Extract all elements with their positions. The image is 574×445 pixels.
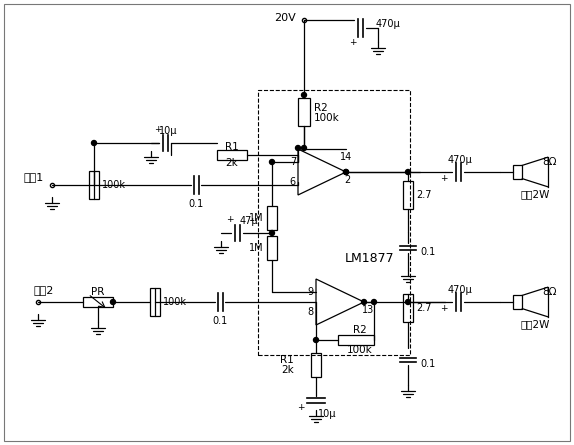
Circle shape [301,146,307,150]
Bar [258,90,410,355]
Circle shape [313,337,319,343]
Text: 0.1: 0.1 [420,247,435,257]
Bar [267,206,277,230]
Bar [513,166,522,178]
Bar [267,236,277,260]
Bar [298,98,310,126]
Text: 7: 7 [290,157,296,167]
Text: 8Ω: 8Ω [542,287,557,297]
Text: 470μ: 470μ [448,155,472,165]
Bar [513,295,522,309]
Circle shape [270,159,274,165]
Circle shape [371,299,377,304]
Text: 10μ: 10μ [159,126,177,136]
Text: 0.1: 0.1 [212,316,228,326]
Text: +: + [440,174,448,183]
Text: +: + [440,304,448,313]
Text: LM1877: LM1877 [345,251,395,264]
Text: 2.7: 2.7 [416,190,432,200]
Text: R1: R1 [225,142,239,152]
Text: 9: 9 [308,287,314,297]
Text: 输入2: 输入2 [33,285,53,295]
Circle shape [270,231,274,235]
Text: 14: 14 [340,152,352,162]
Bar [311,353,321,377]
Text: R2: R2 [314,103,328,113]
Text: 1M: 1M [249,213,264,223]
Text: R2: R2 [353,325,367,335]
Text: +: + [226,215,234,224]
Circle shape [91,141,96,146]
Text: 13: 13 [362,305,374,315]
Text: +: + [297,403,305,412]
Circle shape [405,170,410,174]
Bar [403,294,413,322]
Bar [83,297,113,307]
Circle shape [343,170,348,174]
Text: 6: 6 [290,177,296,187]
Bar [403,181,413,209]
Text: 2: 2 [344,175,350,185]
Text: 2k: 2k [226,158,238,168]
Text: 100k: 100k [102,180,126,190]
Text: +: + [349,38,356,47]
Text: 2k: 2k [281,365,294,375]
Bar [89,171,99,199]
Circle shape [296,146,301,150]
Text: 2.7: 2.7 [416,303,432,313]
Text: 100k: 100k [347,345,373,355]
Text: 输入1: 输入1 [24,172,44,182]
Text: 8: 8 [308,307,314,317]
Circle shape [301,93,307,97]
Text: 470μ: 470μ [376,19,401,29]
Bar [217,150,247,160]
Text: 0.1: 0.1 [420,359,435,369]
Text: +: + [154,125,161,134]
Text: 1M: 1M [249,243,264,253]
Circle shape [362,299,367,304]
Bar [150,288,160,316]
Bar [338,335,374,345]
Text: 0.1: 0.1 [188,199,204,209]
Circle shape [405,299,410,304]
Text: 100k: 100k [314,113,340,123]
Text: 20V: 20V [274,13,296,23]
Text: 47μ: 47μ [240,216,259,226]
Text: 8Ω: 8Ω [542,157,557,167]
Text: 100k: 100k [163,297,187,307]
Text: 输出2W: 输出2W [520,189,550,199]
Circle shape [343,170,348,174]
Text: PR: PR [91,287,104,297]
Text: 输出2W: 输出2W [520,319,550,329]
Circle shape [111,299,115,304]
Text: 10μ: 10μ [318,409,336,419]
Text: R1: R1 [280,355,294,365]
Text: 470μ: 470μ [448,285,472,295]
